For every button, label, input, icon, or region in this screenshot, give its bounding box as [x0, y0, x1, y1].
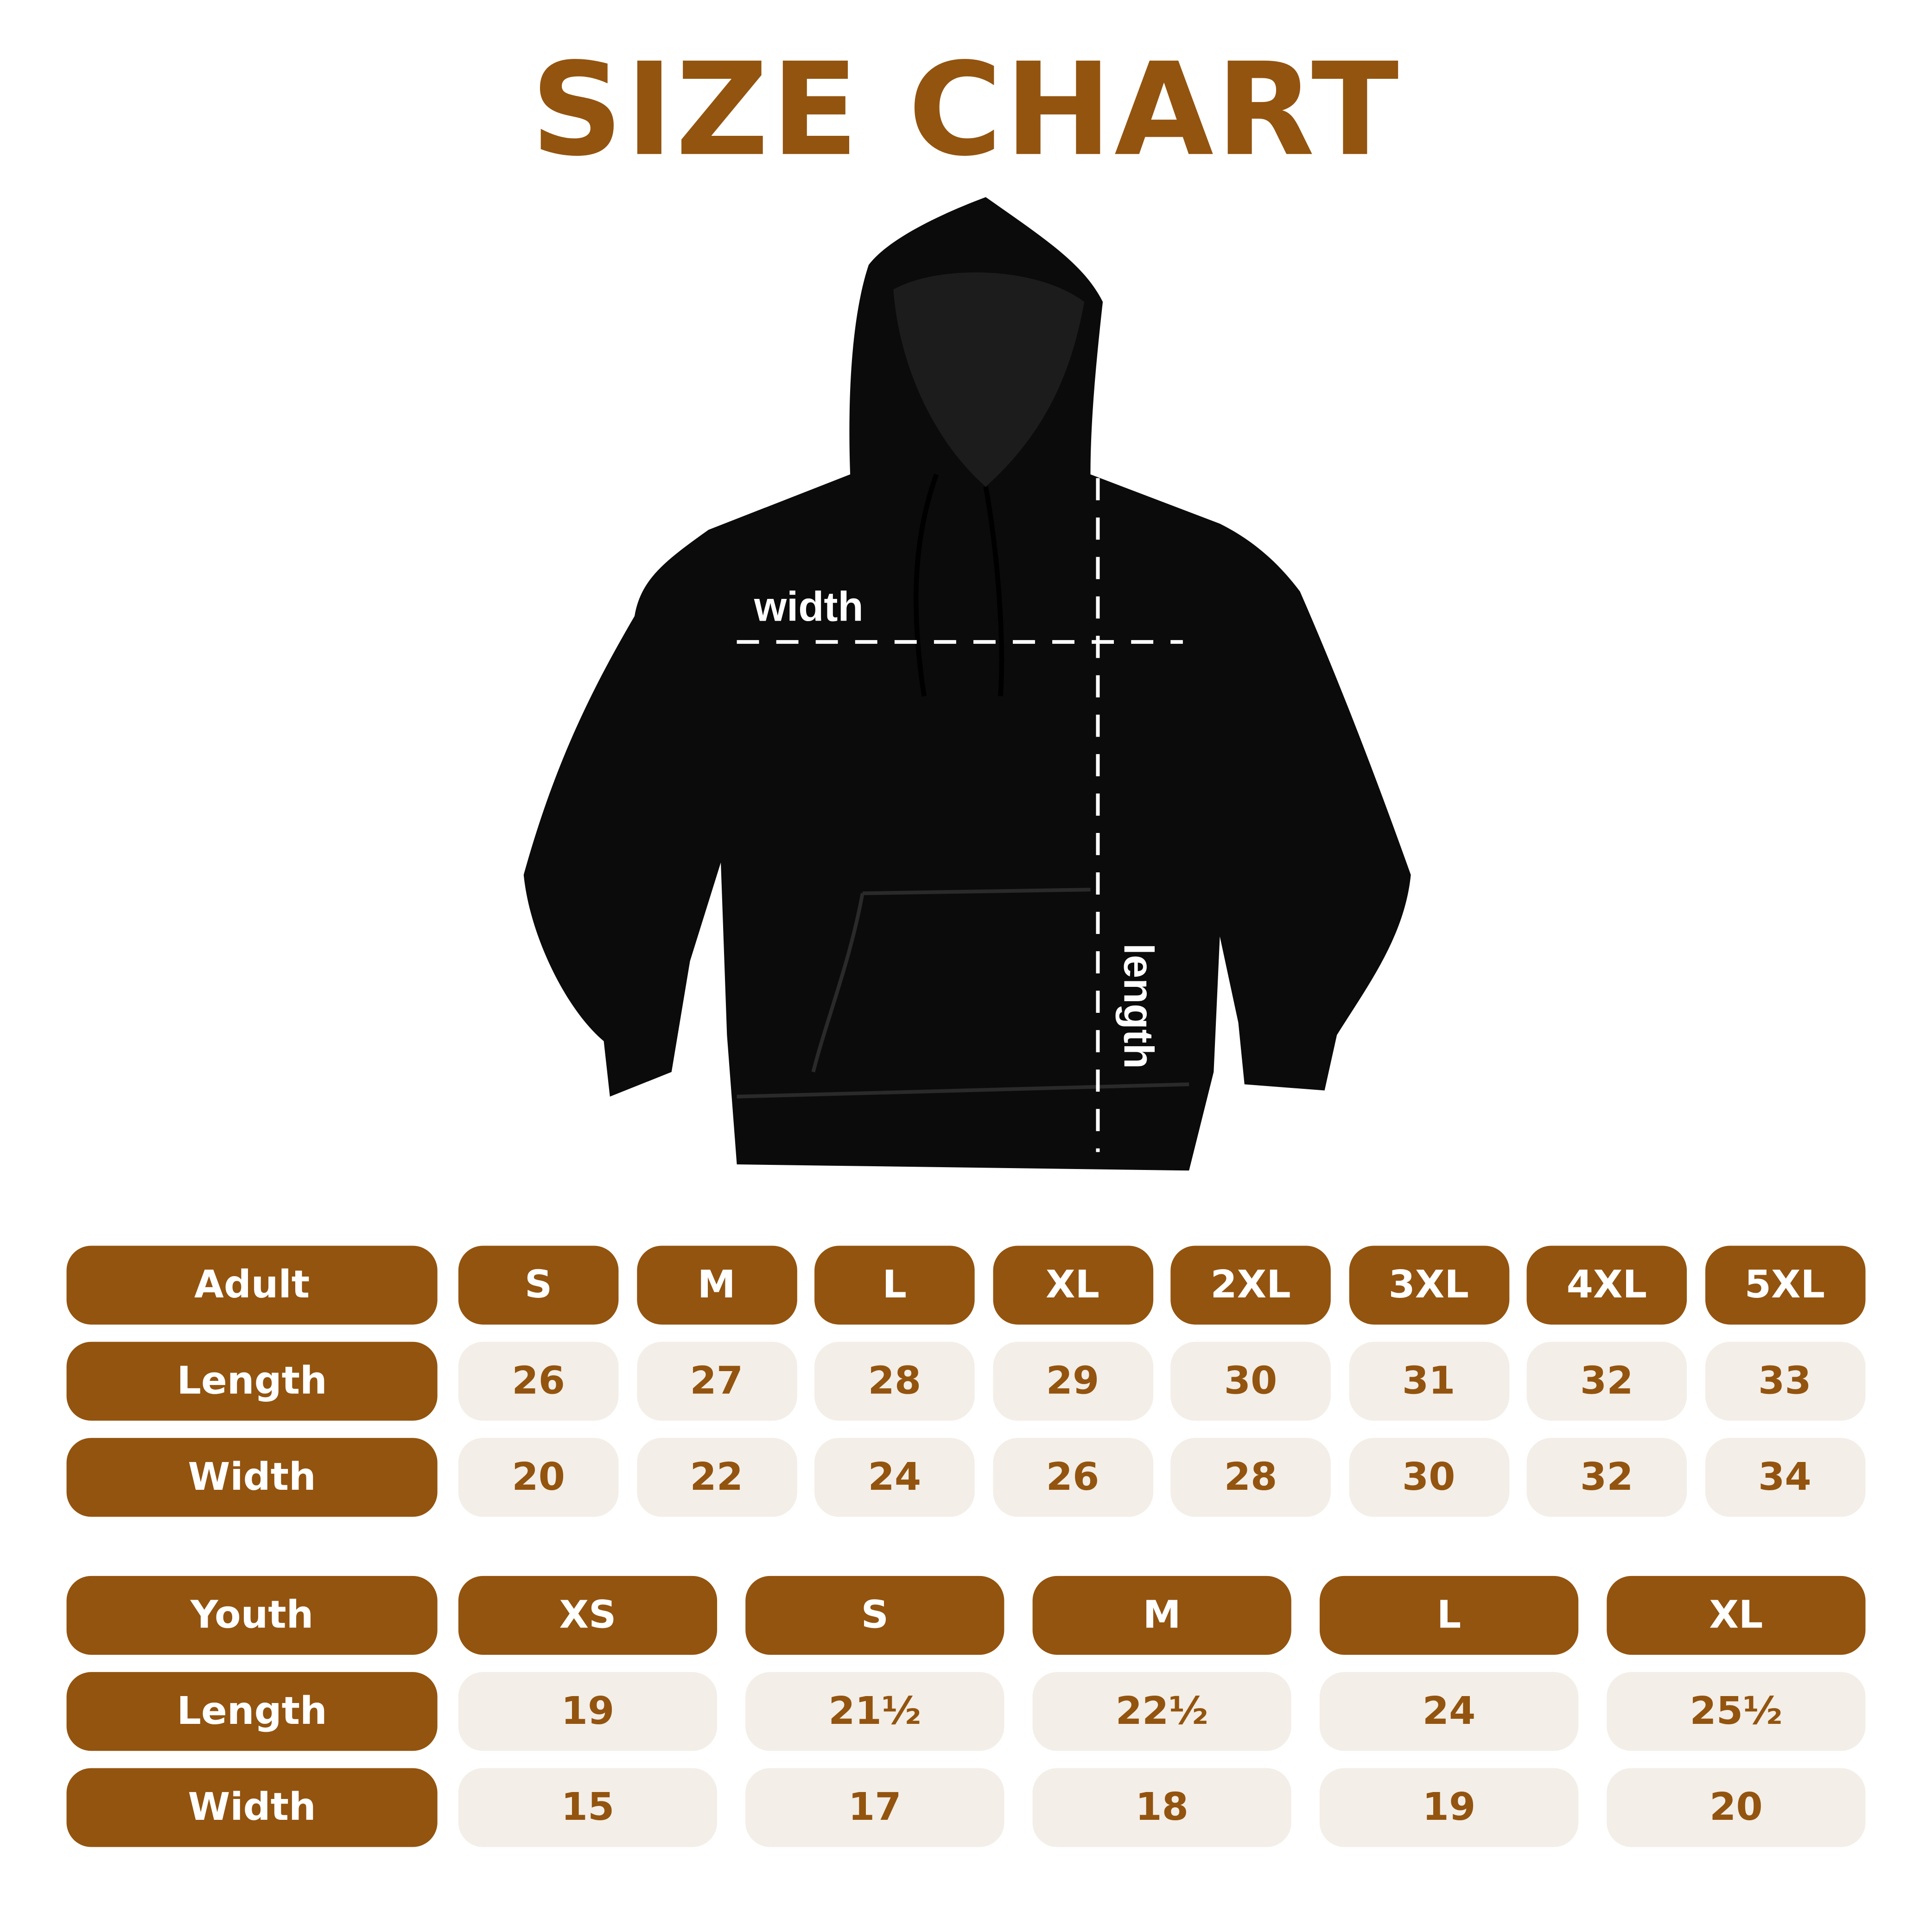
adult-size-5xl: 5XL	[1704, 1246, 1865, 1325]
adult-length-cell: 29	[992, 1341, 1153, 1421]
adult-length-cell: 32	[1526, 1341, 1687, 1421]
youth-size-m: M	[1032, 1576, 1291, 1655]
youth-header-label: Youth	[66, 1576, 438, 1655]
length-label: length	[1114, 943, 1162, 1069]
adult-width-cell: 28	[1170, 1438, 1331, 1517]
width-label: width	[754, 584, 864, 631]
hoodie-body	[523, 197, 1411, 1171]
adult-size-xl: XL	[992, 1246, 1153, 1325]
youth-row-label-width: Width	[66, 1768, 438, 1847]
adult-header-label: Adult	[66, 1246, 438, 1325]
youth-width-cell: 19	[1319, 1768, 1579, 1847]
adult-width-cell: 22	[636, 1438, 797, 1517]
youth-size-l: L	[1319, 1576, 1579, 1655]
youth-length-cell: 19	[458, 1672, 718, 1751]
page-title: SIZE CHART	[531, 34, 1401, 185]
adult-row-label-length: Length	[66, 1341, 438, 1421]
youth-width-cell: 17	[745, 1768, 1004, 1847]
adult-row-label-width: Width	[66, 1438, 438, 1517]
youth-width-cell: 18	[1032, 1768, 1291, 1847]
youth-length-cell: 25½	[1607, 1672, 1866, 1751]
adult-length-cell: 31	[1348, 1341, 1509, 1421]
adult-width-cell: 34	[1704, 1438, 1865, 1517]
hood-inner	[893, 272, 1085, 487]
youth-size-xs: XS	[458, 1576, 718, 1655]
youth-length-cell: 24	[1319, 1672, 1579, 1751]
adult-size-4xl: 4XL	[1526, 1246, 1687, 1325]
youth-size-s: S	[745, 1576, 1004, 1655]
adult-size-2xl: 2XL	[1170, 1246, 1331, 1325]
adult-size-s: S	[458, 1246, 619, 1325]
adult-size-l: L	[814, 1246, 975, 1325]
adult-width-cell: 20	[458, 1438, 619, 1517]
adult-length-cell: 30	[1170, 1341, 1331, 1421]
pocket-seams	[737, 888, 1189, 1099]
drawstrings	[913, 473, 1004, 697]
adult-width-cell: 26	[992, 1438, 1153, 1517]
adult-size-3xl: 3XL	[1348, 1246, 1509, 1325]
adult-length-cell: 33	[1704, 1341, 1865, 1421]
youth-length-cell: 22½	[1032, 1672, 1291, 1751]
hoodie-image	[523, 197, 1411, 1171]
youth-width-cell: 15	[458, 1768, 718, 1847]
adult-width-cell: 32	[1526, 1438, 1687, 1517]
youth-size-xl: XL	[1607, 1576, 1866, 1655]
adult-length-cell: 28	[814, 1341, 975, 1421]
youth-width-cell: 20	[1607, 1768, 1866, 1847]
youth-length-cell: 21½	[745, 1672, 1004, 1751]
youth-row-label-length: Length	[66, 1672, 438, 1751]
adult-size-m: M	[636, 1246, 797, 1325]
adult-length-cell: 27	[636, 1341, 797, 1421]
adult-width-cell: 30	[1348, 1438, 1509, 1517]
adult-width-cell: 24	[814, 1438, 975, 1517]
adult-length-cell: 26	[458, 1341, 619, 1421]
